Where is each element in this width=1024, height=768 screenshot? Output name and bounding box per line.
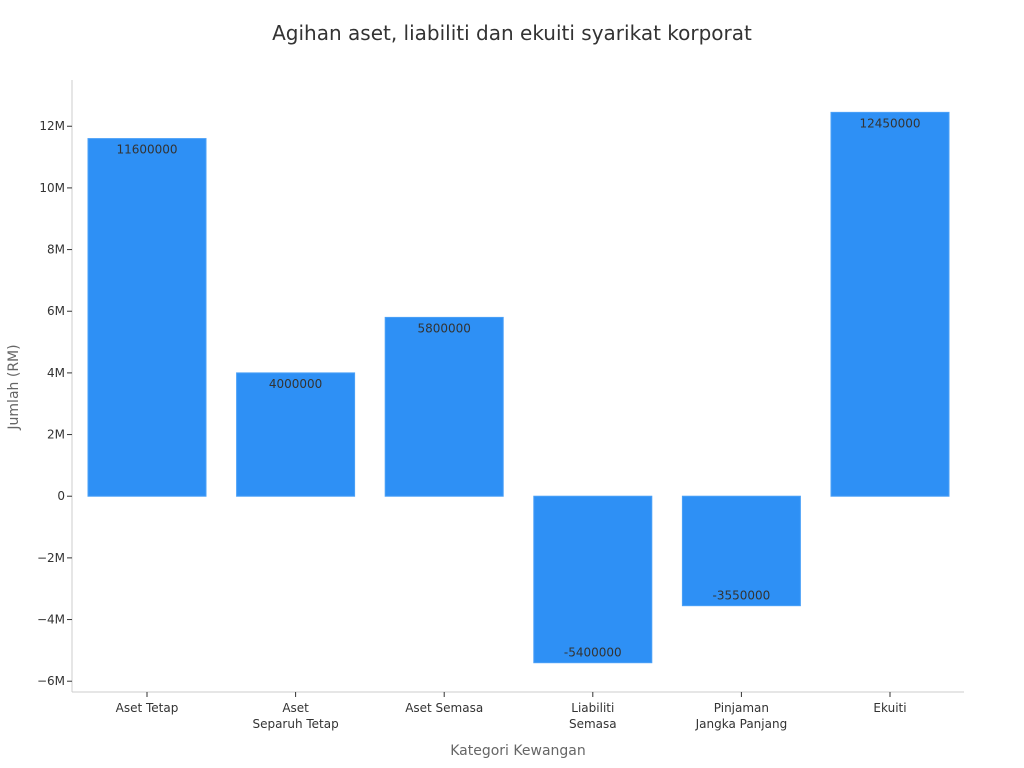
data-label: 5800000 <box>417 321 470 335</box>
y-tick-label: −4M <box>37 613 65 627</box>
data-label: 11600000 <box>116 143 177 157</box>
x-axis: Aset Tetap Aset Separuh Tetap Aset Semasa Li… <box>72 691 964 731</box>
bar <box>830 111 950 497</box>
data-label: 12450000 <box>859 116 920 130</box>
bar <box>681 495 801 607</box>
x-tick-label: Pinjaman Jangka Panjang <box>695 701 788 731</box>
x-tick-label: Aset Separuh Tetap <box>252 701 338 731</box>
bar <box>384 316 504 497</box>
y-tick-label: −2M <box>37 551 65 565</box>
x-axis-label: Kategori Kewangan <box>450 743 586 759</box>
data-labels: 11600000 4000000 5800000 -5400000 -3550000 12… <box>116 116 920 659</box>
x-tick-label: Aset Semasa <box>405 701 483 715</box>
y-tick-label: 2M <box>47 428 65 442</box>
bars <box>87 111 950 664</box>
bar <box>87 138 207 497</box>
x-tick-label: Liabiliti Semasa <box>569 701 617 731</box>
y-axis-label: Jumlah (RM) <box>6 344 22 430</box>
bar <box>533 495 653 664</box>
y-axis: −6M −4M −2M 0 2M 4M 6M 8M 10M 12M <box>37 80 73 692</box>
y-tick-label: 6M <box>47 304 65 318</box>
y-tick-label: 12M <box>39 119 65 133</box>
y-tick-label: −6M <box>37 674 65 688</box>
x-tick-label: Ekuiti <box>873 701 906 715</box>
y-tick-label: 4M <box>47 366 65 380</box>
data-label: -5400000 <box>564 646 622 660</box>
chart-title: Agihan aset, liabiliti dan ekuiti syarik… <box>272 21 752 45</box>
y-tick-label: 10M <box>39 181 65 195</box>
bar <box>236 372 356 497</box>
y-tick-label: 0 <box>57 489 65 503</box>
data-label: -3550000 <box>713 589 771 603</box>
y-tick-label: 8M <box>47 243 65 257</box>
x-tick-label: Aset Tetap <box>116 701 179 715</box>
data-label: 4000000 <box>269 377 322 391</box>
